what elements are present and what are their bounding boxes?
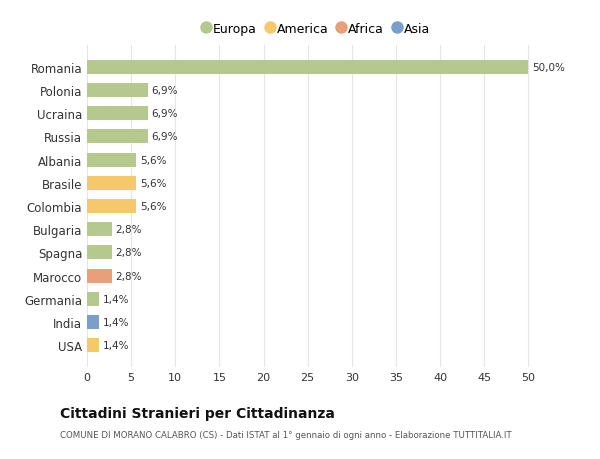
Bar xyxy=(87,269,112,283)
Text: 5,6%: 5,6% xyxy=(140,155,166,165)
Bar xyxy=(87,223,112,237)
Text: 5,6%: 5,6% xyxy=(140,202,166,212)
Text: 6,9%: 6,9% xyxy=(151,132,178,142)
Text: 6,9%: 6,9% xyxy=(151,86,178,95)
Bar xyxy=(87,84,148,98)
Text: 50,0%: 50,0% xyxy=(532,62,565,73)
Bar xyxy=(87,107,148,121)
Text: 1,4%: 1,4% xyxy=(103,294,130,304)
Text: 2,8%: 2,8% xyxy=(115,271,142,281)
Text: 6,9%: 6,9% xyxy=(151,109,178,119)
Text: 1,4%: 1,4% xyxy=(103,341,130,351)
Text: 2,8%: 2,8% xyxy=(115,225,142,235)
Bar xyxy=(87,315,100,330)
Text: Cittadini Stranieri per Cittadinanza: Cittadini Stranieri per Cittadinanza xyxy=(60,406,335,420)
Text: 5,6%: 5,6% xyxy=(140,179,166,188)
Bar xyxy=(87,176,136,190)
Bar xyxy=(87,130,148,144)
Bar xyxy=(87,339,100,353)
Text: 2,8%: 2,8% xyxy=(115,248,142,258)
Bar xyxy=(87,292,100,306)
Bar xyxy=(87,153,136,167)
Bar xyxy=(87,200,136,213)
Legend: Europa, America, Africa, Asia: Europa, America, Africa, Asia xyxy=(200,20,433,38)
Bar xyxy=(87,246,112,260)
Bar xyxy=(87,61,529,74)
Text: 1,4%: 1,4% xyxy=(103,318,130,327)
Text: COMUNE DI MORANO CALABRO (CS) - Dati ISTAT al 1° gennaio di ogni anno - Elaboraz: COMUNE DI MORANO CALABRO (CS) - Dati IST… xyxy=(60,430,512,439)
